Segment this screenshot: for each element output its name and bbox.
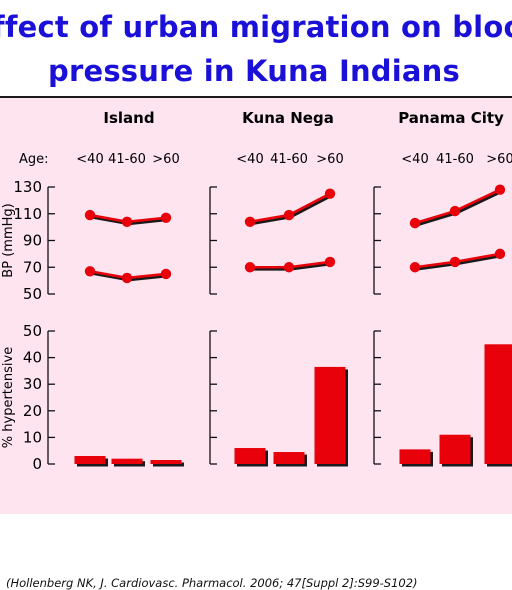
panel-name-island: Island: [103, 109, 154, 127]
age-category-label: >60: [152, 152, 179, 167]
panel-name-panama-city: Panama City: [398, 109, 504, 127]
bp-series-line: [415, 190, 500, 223]
bp-data-point: [495, 249, 505, 259]
hypertension-bar: [112, 459, 143, 464]
hypertension-bar: [440, 435, 471, 464]
chart-svg: Island Kuna Nega Panama City Age: <40 41-60 >6…: [0, 98, 512, 514]
bp-data-point: [450, 206, 460, 216]
citation: (Hollenberg NK, J. Cardiovasc. Pharmacol…: [6, 576, 418, 590]
age-label: Age:: [19, 152, 49, 167]
bp-data-point: [122, 217, 132, 227]
chart-title-line-2: pressure in Kuna Indians: [0, 54, 510, 88]
age-category-label: 41-60: [270, 152, 308, 167]
title-header: ffect of urban migration on bloo pressur…: [0, 0, 512, 96]
hypertension-bar: [75, 456, 106, 464]
bp-data-point: [245, 262, 255, 272]
chart-title-line-1: ffect of urban migration on bloo: [0, 10, 504, 44]
bp-data-point: [450, 257, 460, 267]
bp-data-point: [325, 257, 335, 267]
hypertension-bar: [315, 367, 346, 464]
age-category-label: <40: [236, 152, 263, 167]
bp-data-point: [410, 262, 420, 272]
hypertensive-y-tick-label: 0: [32, 455, 42, 473]
hypertensive-y-tick-label: 20: [23, 402, 42, 420]
bp-data-point: [284, 262, 294, 272]
hypertensive-y-tick-label: 50: [23, 322, 42, 340]
age-category-label: >60: [316, 152, 343, 167]
hypertensive-axis-label: % hypertensive: [1, 347, 16, 448]
bp-y-tick-label: 70: [23, 258, 42, 276]
hypertensive-y-tick-label: 10: [23, 428, 42, 446]
hypertension-bar: [151, 460, 182, 464]
age-category-label: 41-60: [436, 152, 474, 167]
bp-y-tick-label: 50: [23, 285, 42, 303]
hypertension-bar: [485, 344, 512, 464]
bp-data-point: [245, 217, 255, 227]
hypertensive-y-tick-label: 40: [23, 349, 42, 367]
age-category-label: <40: [76, 152, 103, 167]
chart-panel: Island Kuna Nega Panama City Age: <40 41-60 >6…: [0, 96, 512, 514]
age-category-label: >60: [486, 152, 512, 167]
hypertension-bar: [235, 448, 266, 464]
panel-name-kuna-nega: Kuna Nega: [242, 109, 334, 127]
bp-data-point: [495, 184, 505, 194]
bp-y-tick-label: 90: [23, 232, 42, 250]
bp-data-point: [85, 266, 95, 276]
bp-y-tick-label: 110: [13, 205, 42, 223]
bp-data-point: [161, 269, 171, 279]
bp-data-point: [161, 213, 171, 223]
bp-data-point: [284, 210, 294, 220]
bp-y-tick-label: 130: [13, 178, 42, 196]
age-category-label: 41-60: [108, 152, 146, 167]
bp-data-point: [410, 218, 420, 228]
bp-data-point: [122, 273, 132, 283]
hypertension-bar: [274, 452, 305, 464]
hypertensive-y-tick-label: 30: [23, 375, 42, 393]
age-category-label: <40: [401, 152, 428, 167]
bp-data-point: [85, 210, 95, 220]
hypertension-bar: [400, 449, 431, 464]
bp-data-point: [325, 188, 335, 198]
